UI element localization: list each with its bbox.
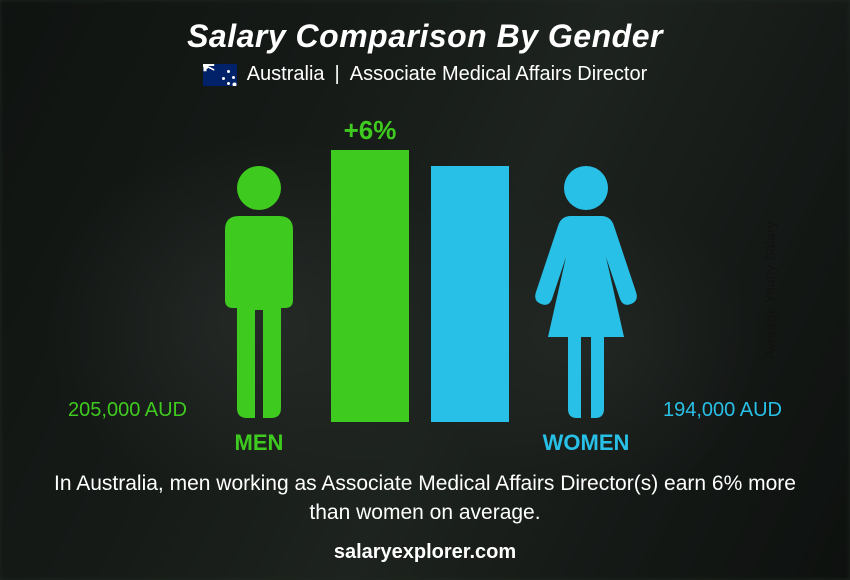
infographic-content: Salary Comparison By Gender Australia | … (0, 0, 850, 580)
pct-diff-label: +6% (344, 115, 397, 146)
man-icon (209, 162, 309, 422)
chart-area: 205,000 AUD MEN +6% (40, 98, 810, 456)
women-icon-col: WOMEN (531, 112, 641, 456)
site-credit: salaryexplorer.com (334, 541, 516, 564)
men-icon-col: MEN (209, 112, 309, 456)
women-bar-col (431, 112, 509, 456)
women-salary-value: 194,000 AUD (663, 399, 782, 422)
y-axis-label: Average Yearly Salary (761, 221, 777, 359)
australia-flag-icon (203, 64, 237, 86)
men-bar-col: +6% (331, 112, 409, 456)
page-title: Salary Comparison By Gender (187, 18, 663, 55)
job-title-label: Associate Medical Affairs Director (350, 63, 648, 86)
men-bar (331, 150, 409, 422)
men-label: MEN (235, 430, 284, 456)
separator: | (335, 63, 340, 86)
country-label: Australia (247, 63, 325, 86)
woman-icon (531, 162, 641, 422)
men-salary-value: 205,000 AUD (68, 399, 187, 422)
caption-text: In Australia, men working as Associate M… (45, 470, 805, 527)
subtitle-row: Australia | Associate Medical Affairs Di… (203, 63, 648, 86)
women-bar (431, 166, 509, 422)
men-salary-col: 205,000 AUD (68, 112, 187, 456)
women-label: WOMEN (543, 430, 630, 456)
